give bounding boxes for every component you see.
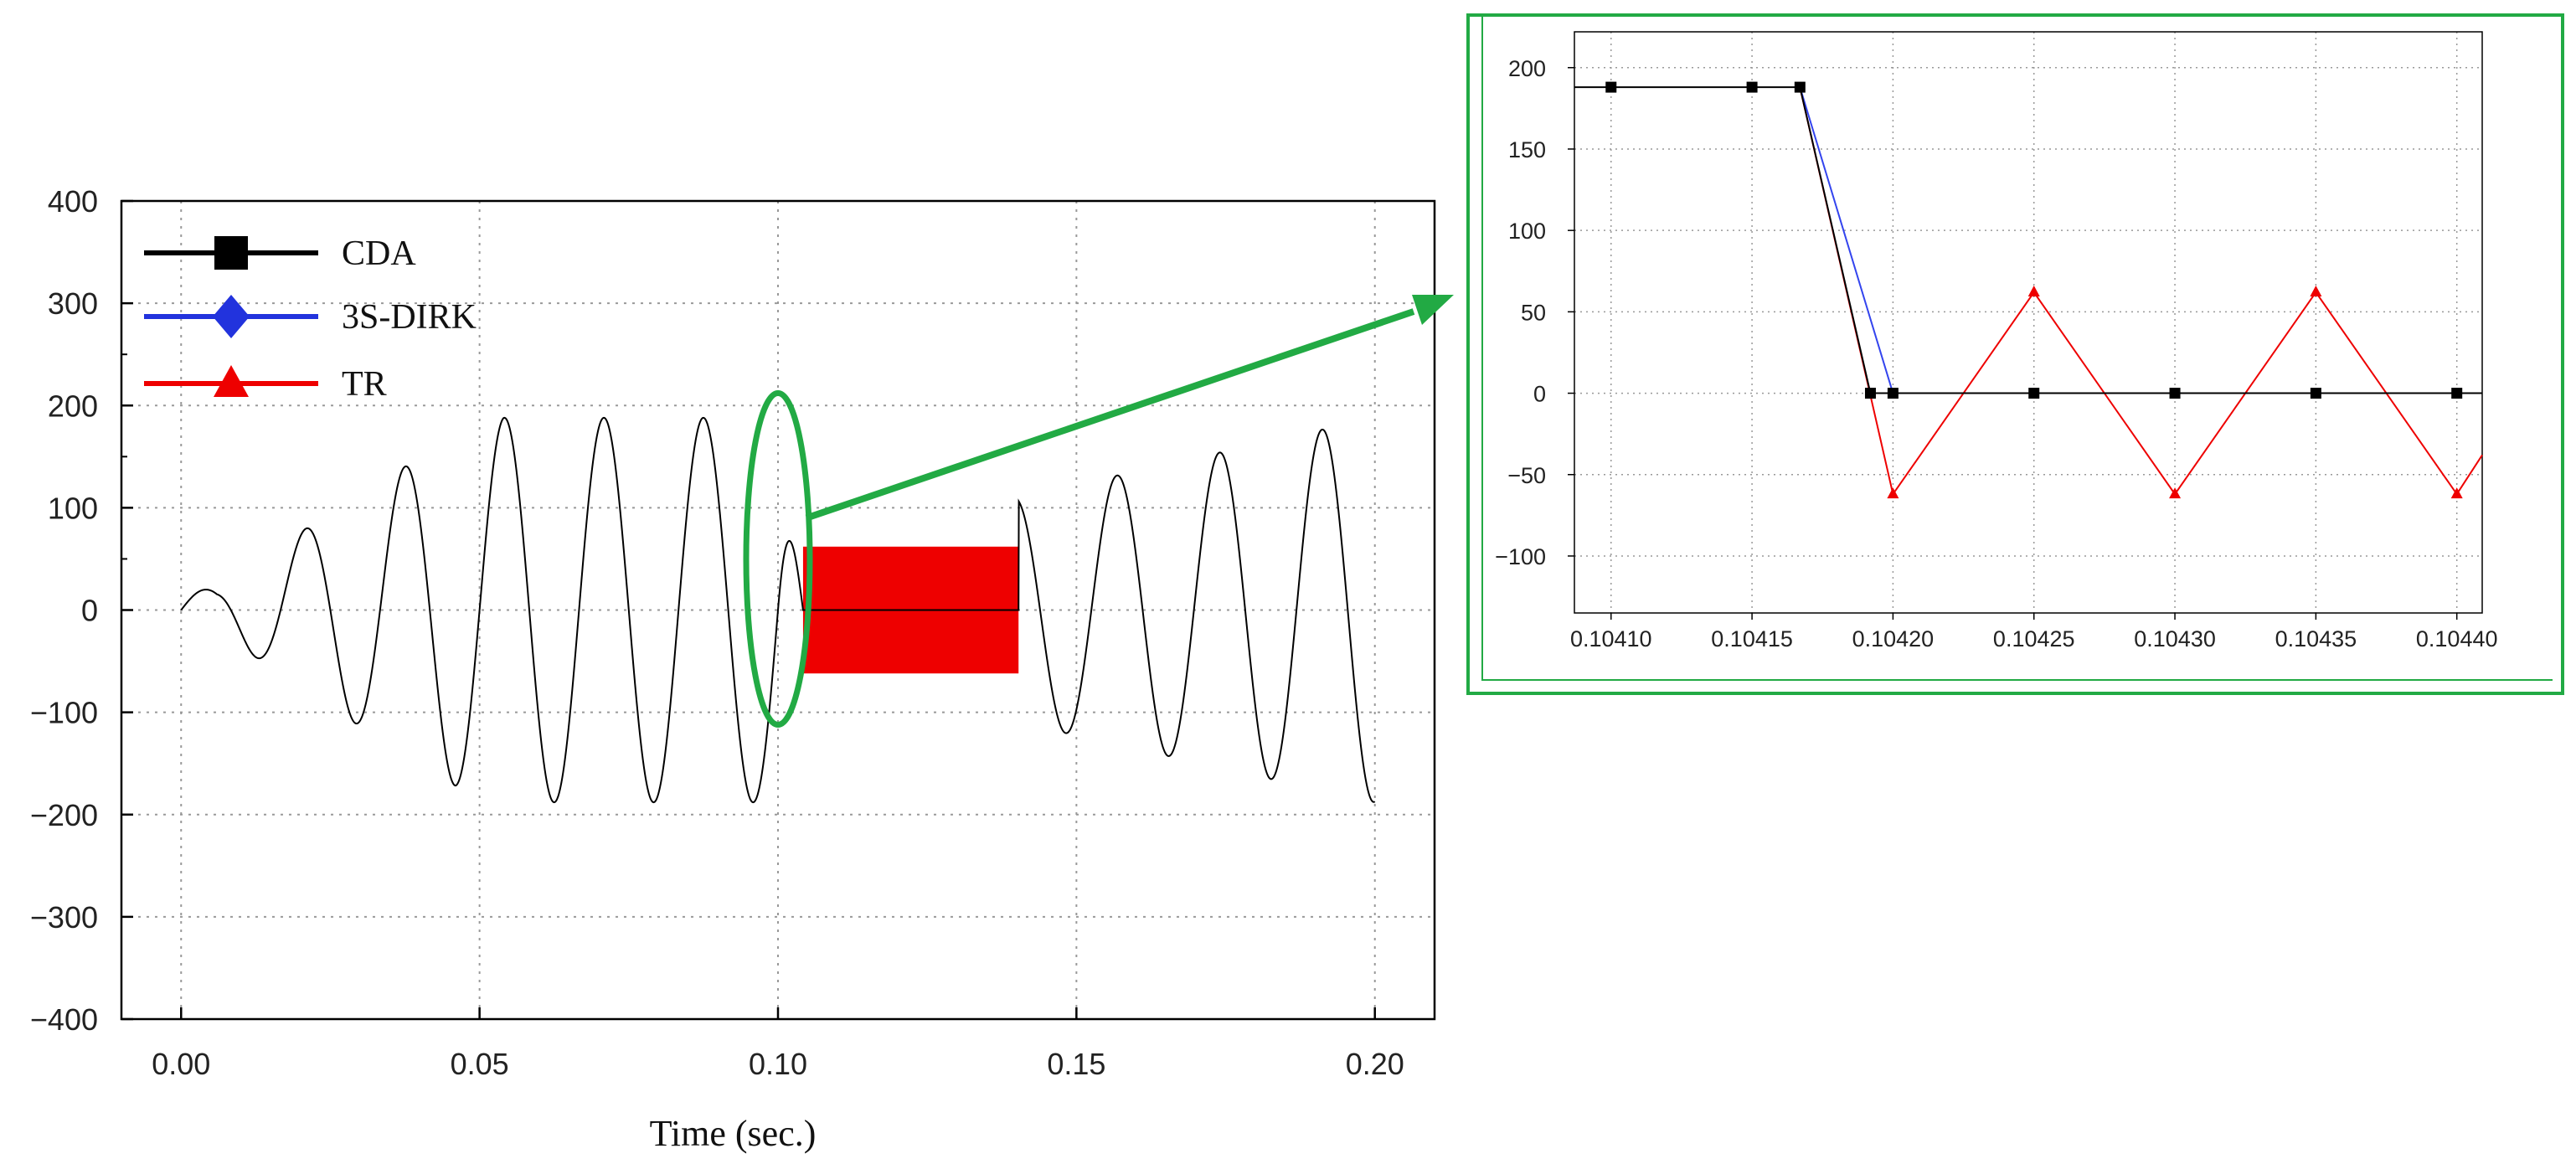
inset-cda-marker <box>1746 81 1758 93</box>
main-x-tick-label: 0.10 <box>749 1047 807 1081</box>
inset-y-tick-label: 200 <box>1508 56 1546 81</box>
main-x-tick-label: 0.20 <box>1346 1047 1404 1081</box>
inset-cda-marker <box>1864 388 1876 399</box>
legend-item-cda: CDA <box>144 234 416 273</box>
inset-cda-marker <box>1605 81 1617 93</box>
main-y-tick-label: 0 <box>81 594 98 628</box>
inset-cda-marker <box>1794 81 1806 93</box>
inset-cda-marker <box>2169 388 2181 399</box>
inset-x-tick-label: 0.10430 <box>2134 626 2216 651</box>
inset-grid <box>1574 32 2482 613</box>
inset-x-tick-label: 0.10435 <box>2275 626 2357 651</box>
inset-tr-marker <box>2027 286 2040 297</box>
inset-chart: 200 150 100 50 0 −50 −100 0.10410 0.10415 0.1042… <box>1466 13 2564 695</box>
inset-cda-marker <box>2310 388 2321 399</box>
inset-tr-marker <box>2169 487 2182 499</box>
main-x-tick-labels: 0.00 0.05 0.10 0.15 0.20 <box>152 1047 1404 1081</box>
legend-diamond-marker <box>213 295 250 338</box>
main-y-tick-label: −300 <box>30 900 98 935</box>
inset-y-tick-label: 100 <box>1508 219 1546 244</box>
legend-label: 3S-DIRK <box>342 298 477 337</box>
inset-tr-marker <box>2450 487 2463 499</box>
main-x-tick-label: 0.05 <box>451 1047 509 1081</box>
main-y-tick-label: −200 <box>30 798 98 832</box>
inset-y-tick-label: −100 <box>1495 544 1546 569</box>
inset-y-tick-label: 0 <box>1533 382 1546 407</box>
main-x-axis-label: Time (sec.) <box>650 1113 817 1154</box>
inset-cda-marker <box>2028 388 2040 399</box>
main-x-tick-label: 0.00 <box>152 1047 210 1081</box>
main-y-tick-label: −100 <box>30 696 98 730</box>
main-y-tick-label: 400 <box>48 184 98 219</box>
zoom-arrow-head <box>1412 295 1454 325</box>
inset-x-tick-labels: 0.10410 0.10415 0.10420 0.10425 0.10430 0.104… <box>1570 626 2498 651</box>
main-grid <box>121 201 1435 1019</box>
legend-item-tr: TR <box>144 365 387 404</box>
main-x-tick-label: 0.15 <box>1047 1047 1105 1081</box>
main-y-tick-label: 100 <box>48 491 98 525</box>
main-y-tick-label: −400 <box>30 1002 98 1037</box>
inset-3s-dirk-line <box>1799 86 1894 394</box>
cda-series-line <box>180 416 1376 804</box>
inset-y-tick-label: 50 <box>1521 300 1546 325</box>
inset-y-tick-label: −50 <box>1507 463 1546 488</box>
inset-x-tick-label: 0.10415 <box>1711 626 1793 651</box>
zoom-ellipse <box>743 389 813 728</box>
inset-tr-line <box>1799 86 2483 497</box>
main-y-tick-label: 200 <box>48 389 98 423</box>
inset-x-tick-label: 0.10420 <box>1852 626 1935 651</box>
legend-label: TR <box>342 365 387 404</box>
inset-y-tick-label: 150 <box>1508 137 1546 162</box>
zoom-arrow-line <box>805 308 1415 522</box>
inset-tick-marks <box>1568 67 2458 620</box>
legend-item-3s-dirk: 3S-DIRK <box>144 295 477 338</box>
inset-cda-marker <box>1887 388 1899 399</box>
legend-label: CDA <box>342 234 416 273</box>
inset-x-tick-label: 0.10425 <box>1993 626 2075 651</box>
inset-inner-frame <box>1481 15 2553 681</box>
main-y-tick-label: 300 <box>48 286 98 321</box>
inset-tr-marker <box>1887 487 1899 499</box>
legend-triangle-marker <box>214 365 249 397</box>
main-legend: CDA 3S-DIRK TR <box>144 234 477 404</box>
inset-x-tick-label: 0.10410 <box>1570 626 1652 651</box>
legend-square-marker <box>214 236 248 270</box>
main-y-tick-labels: 400 300 200 100 0 −100 −200 −300 −400 <box>30 184 98 1037</box>
zoom-callout <box>743 295 1454 728</box>
inset-cda-line <box>1574 86 2482 394</box>
inset-tr-marker <box>2310 286 2322 297</box>
inset-x-tick-label: 0.10440 <box>2416 626 2498 651</box>
inset-outer-frame <box>1466 13 2564 695</box>
main-tick-marks <box>121 199 1376 1021</box>
inset-series-group <box>1574 81 2483 499</box>
inset-y-tick-labels: 200 150 100 50 0 −50 −100 <box>1495 56 1546 569</box>
inset-cda-marker <box>2451 388 2463 399</box>
main-series-group <box>180 416 1376 804</box>
inset-plot-frame <box>1574 31 2483 614</box>
